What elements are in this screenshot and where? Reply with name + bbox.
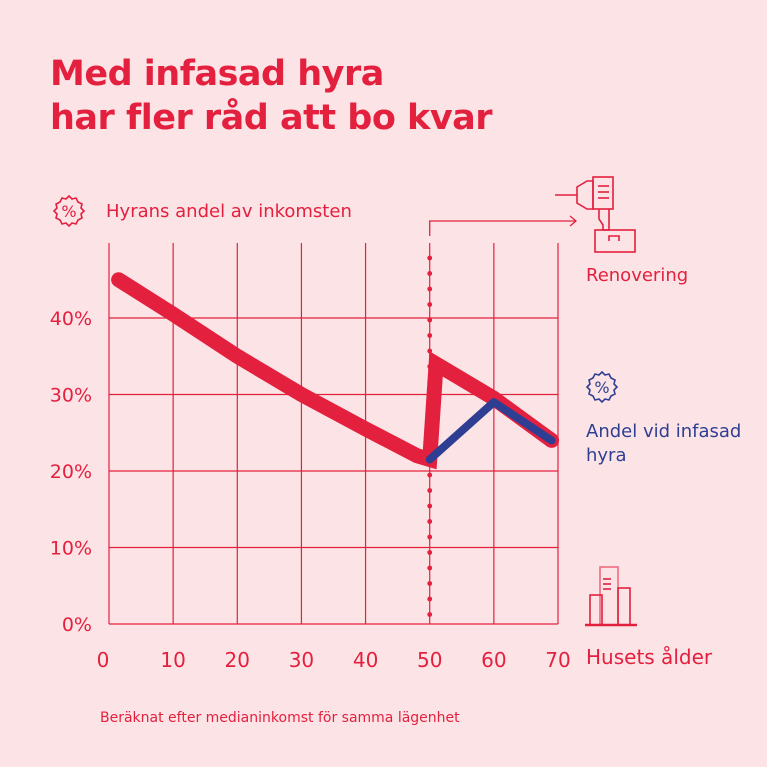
x-tick-label: 20 bbox=[225, 648, 250, 672]
renovation-dot bbox=[427, 255, 433, 261]
renovation-arrow bbox=[429, 220, 575, 236]
x-tick-label: 0 bbox=[97, 648, 110, 672]
x-tick-label: 10 bbox=[160, 648, 185, 672]
series-line-1 bbox=[425, 398, 556, 464]
renovation-dot bbox=[427, 333, 433, 338]
x-tick-label: 30 bbox=[289, 648, 314, 672]
y-axis-label: Hyrans andel av inkomsten bbox=[106, 201, 352, 222]
svg-text:%: % bbox=[594, 378, 609, 397]
series-line-0 bbox=[111, 272, 560, 470]
y-tick-label: 20% bbox=[50, 461, 92, 483]
svg-text:%: % bbox=[61, 202, 76, 221]
renovation-dot bbox=[427, 503, 433, 509]
renovation-dot bbox=[427, 286, 433, 292]
x-tick-label: 60 bbox=[481, 648, 506, 672]
percent-badge-icon: % bbox=[585, 370, 619, 404]
renovation-dot bbox=[427, 472, 433, 478]
drill-icon bbox=[555, 176, 636, 253]
page-title: Med infasad hyra har fler råd att bo kvar bbox=[50, 54, 493, 138]
renovation-dot bbox=[427, 271, 433, 276]
x-tick-label: 50 bbox=[417, 648, 442, 672]
renovation-dot bbox=[427, 317, 433, 323]
arrow-head bbox=[569, 215, 578, 227]
percent-badge-icon: % bbox=[52, 194, 86, 228]
y-tick-label: 0% bbox=[62, 614, 92, 636]
building-icon bbox=[585, 566, 637, 627]
renovation-dot bbox=[427, 581, 433, 586]
x-tick-label: 40 bbox=[353, 648, 378, 672]
footnote: Beräknat efter medianinkomst för samma l… bbox=[100, 710, 460, 726]
y-tick-label: 30% bbox=[50, 385, 92, 407]
renovation-dot bbox=[427, 488, 433, 493]
y-tick-label: 10% bbox=[50, 538, 92, 560]
renovation-label: Renovering bbox=[586, 265, 689, 286]
y-tick-label: 40% bbox=[50, 308, 92, 330]
renovation-dot bbox=[427, 519, 433, 524]
renovation-dot bbox=[427, 550, 433, 555]
renovation-dot bbox=[427, 534, 433, 540]
x-tick-label: 70 bbox=[545, 648, 570, 672]
x-axis-label: Husets ålder bbox=[586, 645, 713, 669]
renovation-dot bbox=[427, 596, 433, 602]
renovation-dot bbox=[427, 565, 433, 571]
renovation-dot bbox=[427, 612, 433, 617]
legend-infasad-hyra: Andel vid infasad hyra bbox=[586, 421, 742, 466]
renovation-dot bbox=[427, 302, 433, 307]
